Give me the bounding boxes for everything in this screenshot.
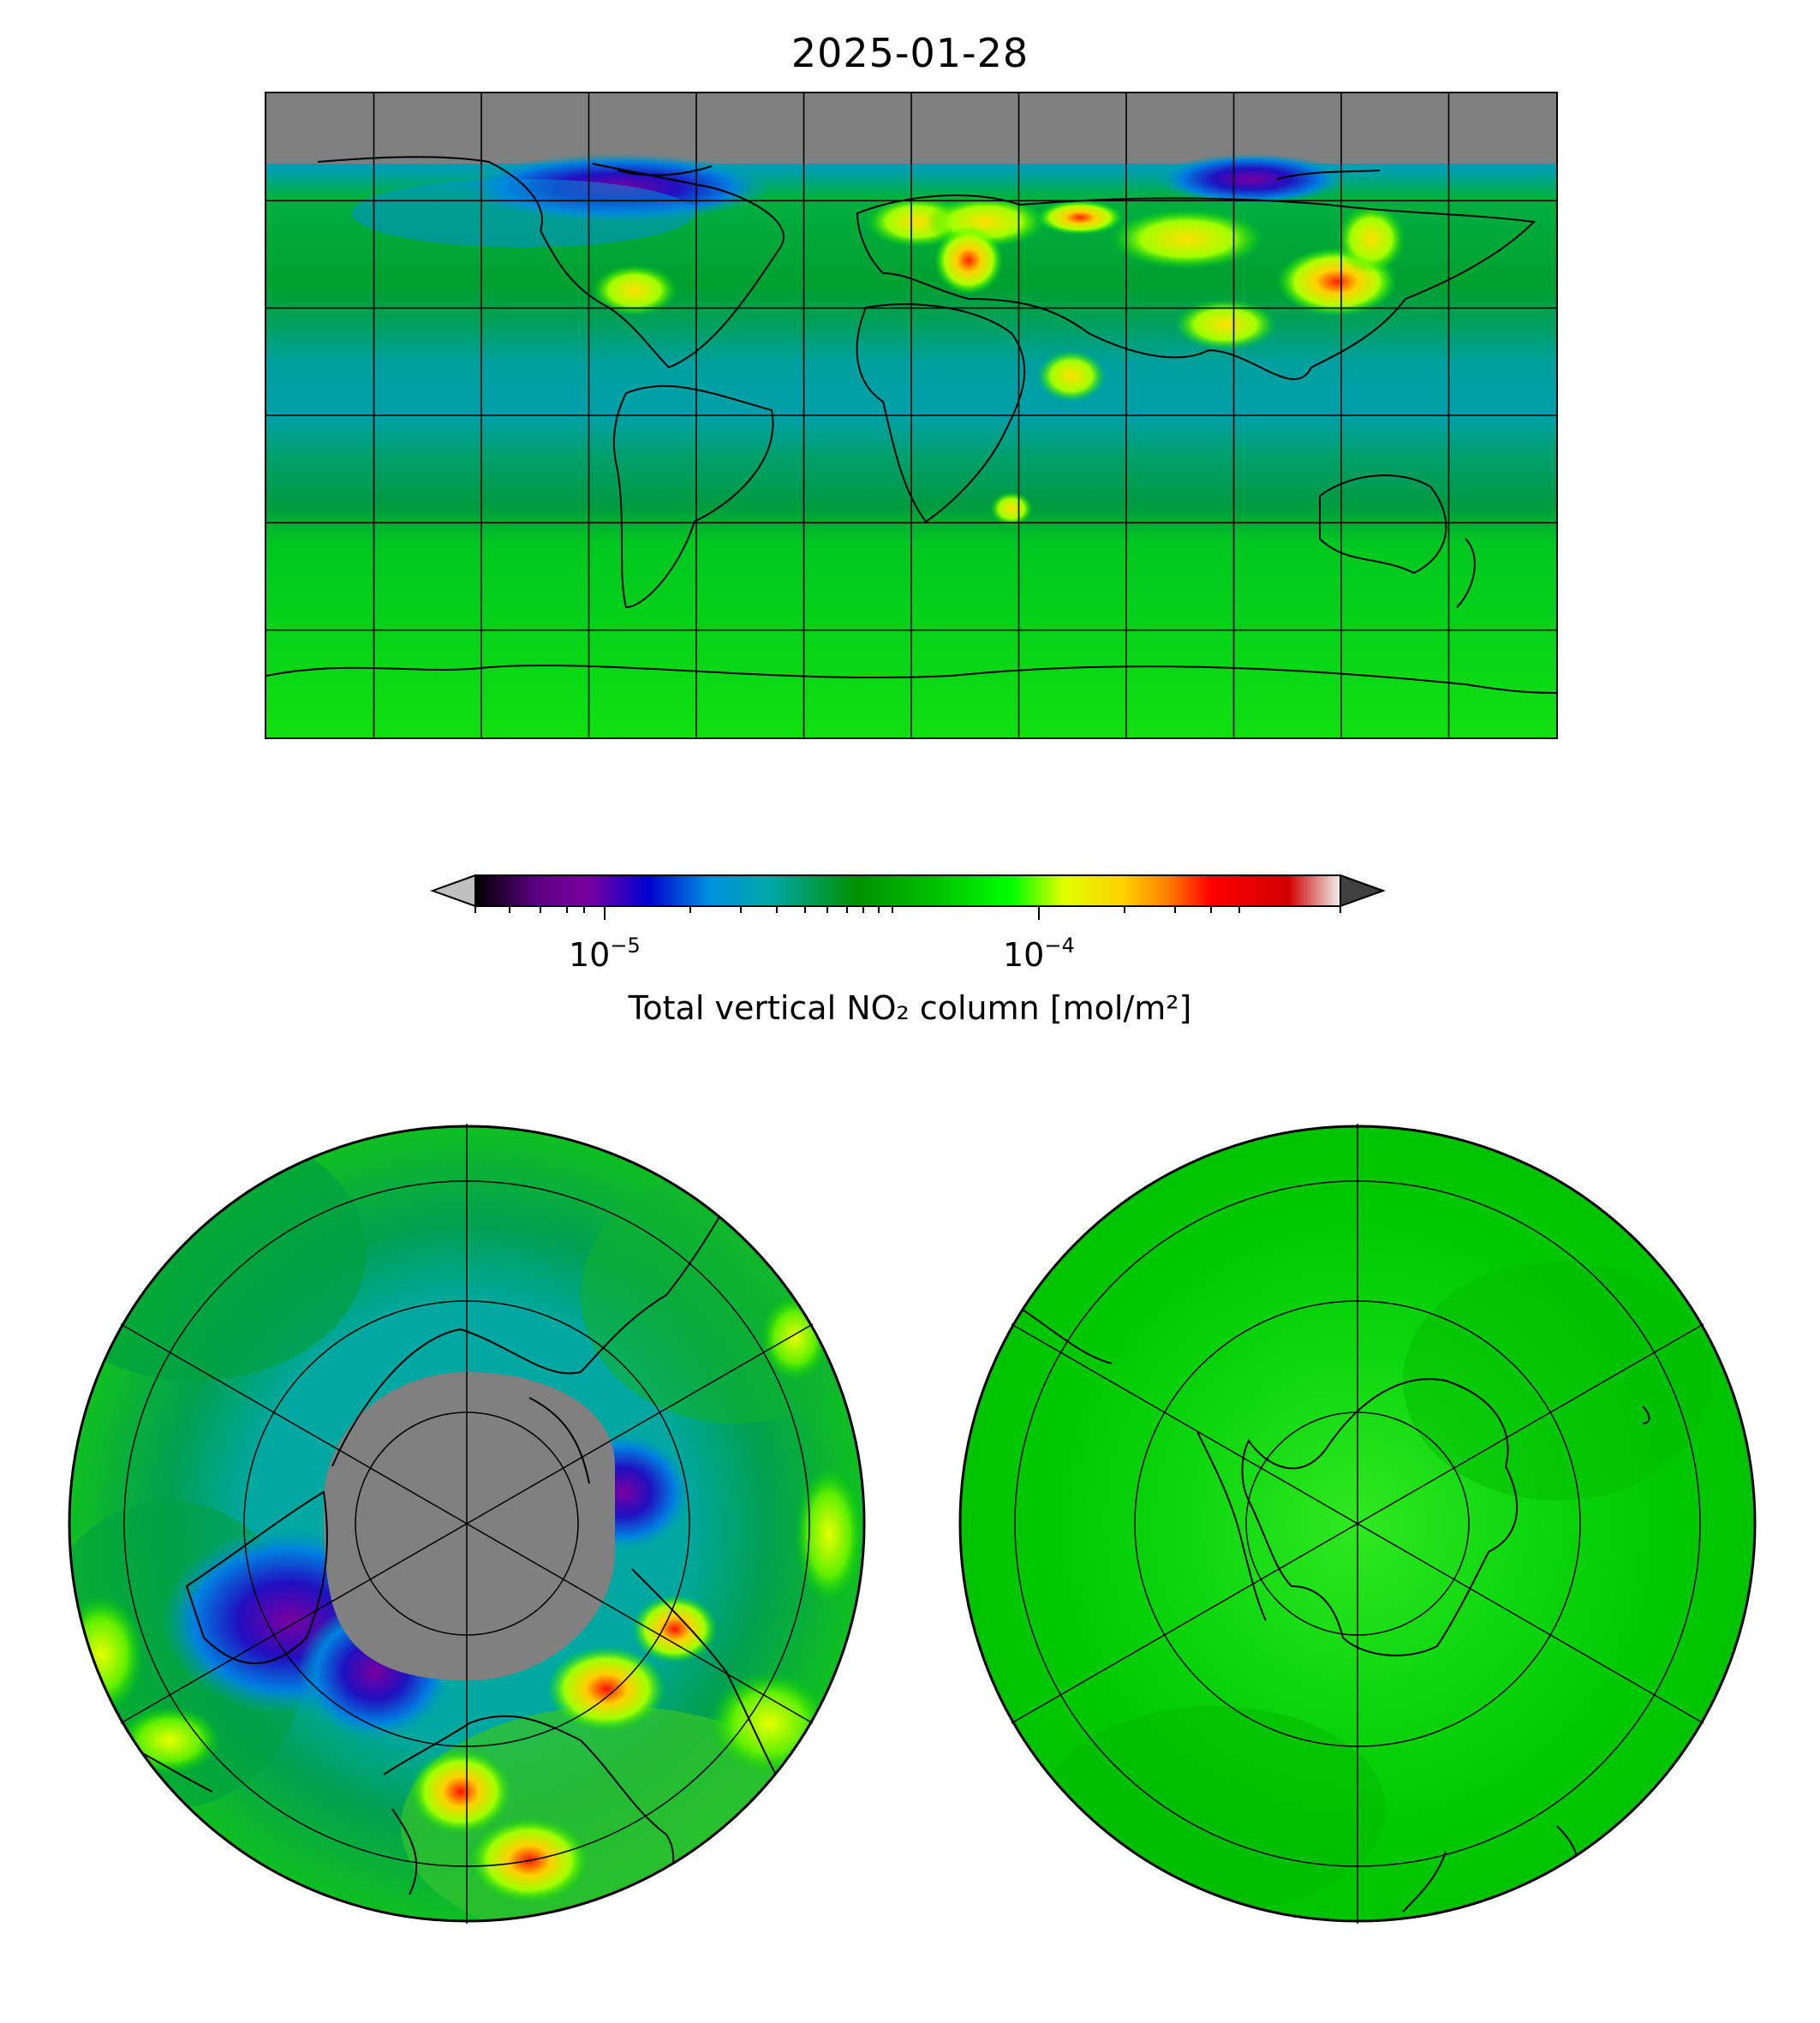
coastlines: [266, 156, 1556, 694]
low-value-region: [352, 179, 695, 248]
colorbar-under-extension: [430, 874, 476, 908]
figure-title: 2025-01-28: [791, 30, 1029, 76]
hotspot: [934, 226, 1003, 295]
hotspot: [409, 1749, 512, 1835]
polar-data-field: [1403, 1261, 1711, 1501]
hotspot: [1337, 205, 1405, 273]
north-polar-map: [67, 1124, 867, 1927]
gridlines: [120, 1124, 814, 1924]
colorbar-gradient: [474, 874, 1341, 907]
hotspot: [592, 265, 677, 316]
gridlines: [266, 93, 1556, 737]
low-value-region: [1157, 153, 1346, 205]
south-polar-map: [958, 1124, 1757, 1927]
hotspot: [546, 1646, 666, 1732]
gridlines: [1011, 1124, 1704, 1924]
hotspot: [795, 1466, 863, 1603]
hotspot: [1110, 209, 1264, 269]
no-data-region: [324, 1372, 615, 1680]
colorbar: [428, 874, 1396, 1002]
colorbar-ticks: [474, 906, 1341, 920]
hotspot: [990, 492, 1033, 526]
colorbar-tick-label: 10−4: [1003, 934, 1075, 974]
hotspot: [1174, 299, 1277, 350]
hotspot: [1037, 350, 1106, 402]
coastlines: [117, 1191, 796, 1921]
colorbar-label: Total vertical NO₂ column [mol/m²]: [628, 989, 1192, 1027]
map-boundary: [958, 1125, 1757, 1923]
map-boundary: [68, 1125, 866, 1923]
colorbar-over-extension: [1340, 874, 1386, 908]
polar-data-field: [1043, 1706, 1386, 1912]
world-map: [265, 92, 1558, 739]
colorbar-tick-label: 10−5: [569, 934, 641, 974]
hotspot: [632, 1595, 718, 1663]
hotspot: [1037, 200, 1123, 235]
